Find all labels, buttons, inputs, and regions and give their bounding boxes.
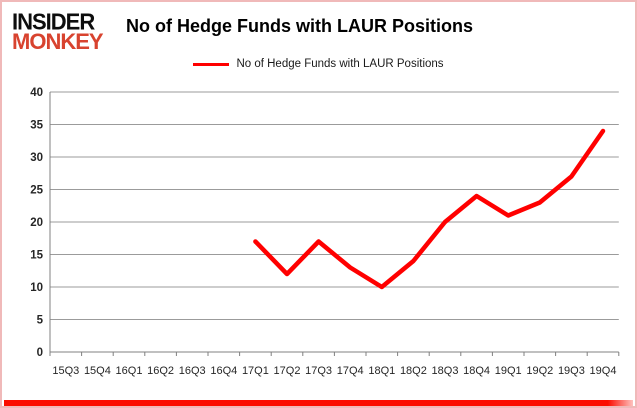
x-axis-tick-label: 17Q2 bbox=[274, 365, 301, 377]
x-axis-tick-label: 17Q1 bbox=[242, 365, 269, 377]
y-axis-tick-label: 30 bbox=[30, 152, 43, 164]
x-axis-tick-label: 18Q3 bbox=[432, 365, 459, 377]
bottom-accent-bar bbox=[4, 400, 633, 406]
legend-label: No of Hedge Funds with LAUR Positions bbox=[236, 58, 444, 70]
x-axis-tick-label: 18Q2 bbox=[400, 365, 427, 377]
y-axis-tick-label: 35 bbox=[30, 120, 43, 132]
logo-line1: INSIDER bbox=[12, 8, 95, 35]
x-axis-tick-label: 17Q4 bbox=[337, 365, 364, 377]
y-axis-tick-label: 25 bbox=[30, 185, 43, 197]
x-axis-tick-label: 16Q2 bbox=[147, 365, 174, 377]
x-axis-tick-label: 16Q3 bbox=[179, 365, 206, 377]
logo-line2: MONKEY bbox=[12, 29, 104, 54]
y-axis-tick-label: 5 bbox=[37, 315, 44, 327]
y-axis-tick-label: 0 bbox=[37, 347, 43, 359]
y-axis-tick-label: 20 bbox=[30, 217, 43, 229]
x-axis-tick-label: 19Q2 bbox=[526, 365, 553, 377]
x-axis-tick-label: 15Q3 bbox=[52, 365, 79, 377]
chart-legend: No of Hedge Funds with LAUR Positions bbox=[2, 58, 635, 70]
y-axis-tick-label: 15 bbox=[30, 250, 43, 262]
x-axis-tick-label: 19Q1 bbox=[495, 365, 522, 377]
x-axis-tick-label: 19Q4 bbox=[590, 365, 617, 377]
x-axis-tick-label: 16Q4 bbox=[210, 365, 237, 377]
y-axis-tick-label: 40 bbox=[30, 87, 43, 99]
x-axis-tick-label: 15Q4 bbox=[84, 365, 111, 377]
x-axis-tick-label: 18Q4 bbox=[463, 365, 490, 377]
insider-monkey-logo: INSIDER MONKEY bbox=[12, 8, 104, 54]
series-line bbox=[253, 128, 606, 290]
x-axis-tick-label: 16Q1 bbox=[116, 365, 143, 377]
legend-line-marker bbox=[193, 62, 230, 66]
page-title: No of Hedge Funds with LAUR Positions bbox=[126, 16, 473, 36]
y-axis-tick-label: 10 bbox=[30, 282, 43, 294]
x-axis-tick-label: 17Q3 bbox=[305, 365, 332, 377]
x-axis-tick-label: 19Q3 bbox=[558, 365, 585, 377]
x-axis-tick-label: 18Q1 bbox=[368, 365, 395, 377]
